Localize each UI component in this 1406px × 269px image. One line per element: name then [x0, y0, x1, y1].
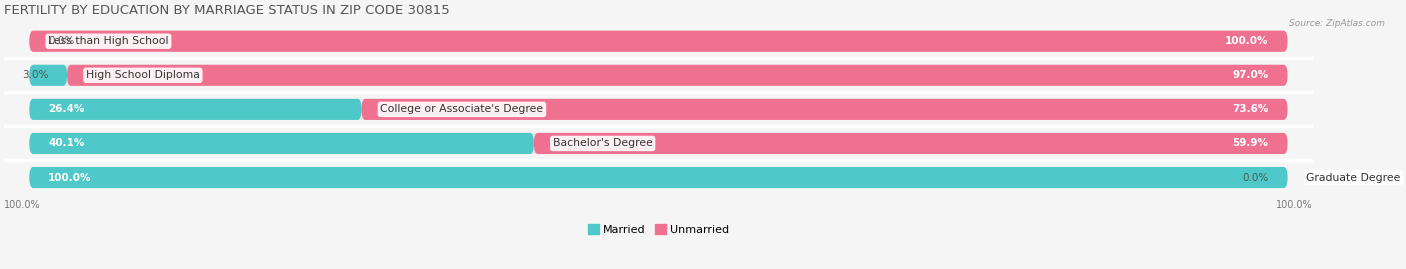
FancyBboxPatch shape — [30, 99, 1288, 120]
FancyBboxPatch shape — [30, 65, 1288, 86]
Text: Less than High School: Less than High School — [48, 36, 169, 46]
Text: 100.0%: 100.0% — [4, 200, 41, 210]
Text: 3.0%: 3.0% — [22, 70, 48, 80]
FancyBboxPatch shape — [30, 133, 1288, 154]
Text: 40.1%: 40.1% — [48, 139, 84, 148]
Text: FERTILITY BY EDUCATION BY MARRIAGE STATUS IN ZIP CODE 30815: FERTILITY BY EDUCATION BY MARRIAGE STATU… — [4, 4, 450, 17]
Text: 100.0%: 100.0% — [48, 172, 91, 182]
FancyBboxPatch shape — [30, 31, 1288, 52]
Text: 0.0%: 0.0% — [1243, 172, 1268, 182]
FancyBboxPatch shape — [30, 133, 534, 154]
Text: Graduate Degree: Graduate Degree — [1306, 172, 1400, 182]
Text: 100.0%: 100.0% — [1277, 200, 1313, 210]
FancyBboxPatch shape — [30, 99, 361, 120]
FancyBboxPatch shape — [30, 31, 1288, 52]
Text: 73.6%: 73.6% — [1232, 104, 1268, 114]
FancyBboxPatch shape — [67, 65, 1288, 86]
Text: 59.9%: 59.9% — [1233, 139, 1268, 148]
FancyBboxPatch shape — [361, 99, 1288, 120]
FancyBboxPatch shape — [30, 167, 1288, 188]
FancyBboxPatch shape — [534, 133, 1288, 154]
FancyBboxPatch shape — [30, 65, 67, 86]
Text: Bachelor's Degree: Bachelor's Degree — [553, 139, 652, 148]
Text: High School Diploma: High School Diploma — [86, 70, 200, 80]
Text: 0.0%: 0.0% — [48, 36, 75, 46]
Text: 97.0%: 97.0% — [1233, 70, 1268, 80]
Text: 100.0%: 100.0% — [1225, 36, 1268, 46]
Legend: Married, Unmarried: Married, Unmarried — [583, 220, 734, 239]
Text: 26.4%: 26.4% — [48, 104, 84, 114]
Text: College or Associate's Degree: College or Associate's Degree — [381, 104, 544, 114]
FancyBboxPatch shape — [30, 167, 1288, 188]
Text: Source: ZipAtlas.com: Source: ZipAtlas.com — [1289, 19, 1385, 28]
